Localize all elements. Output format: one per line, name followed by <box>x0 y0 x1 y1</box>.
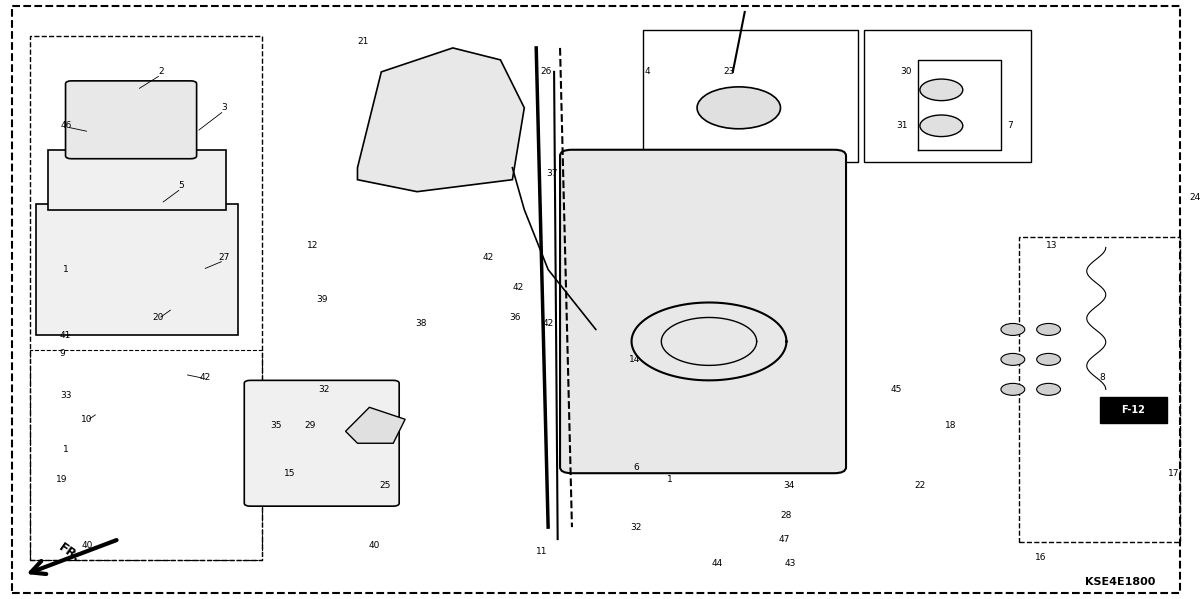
Text: 43: 43 <box>785 558 796 568</box>
Text: 34: 34 <box>784 480 794 490</box>
Text: 41: 41 <box>60 331 71 340</box>
Text: 12: 12 <box>306 241 318 250</box>
Text: KSE4E1800: KSE4E1800 <box>1086 577 1156 587</box>
Text: 37: 37 <box>546 169 558 179</box>
Text: 40: 40 <box>82 540 92 550</box>
Text: F-12: F-12 <box>1121 406 1145 415</box>
Text: 5: 5 <box>179 181 184 190</box>
Text: 21: 21 <box>358 37 370 47</box>
Text: 1: 1 <box>667 474 672 484</box>
Text: 45: 45 <box>890 385 901 394</box>
Text: 28: 28 <box>781 510 792 520</box>
Text: 1: 1 <box>62 444 68 454</box>
Text: 8: 8 <box>1099 373 1105 382</box>
Text: 9: 9 <box>59 349 65 358</box>
Text: 16: 16 <box>1034 552 1046 562</box>
Text: 13: 13 <box>1046 241 1058 250</box>
Circle shape <box>1001 353 1025 365</box>
Circle shape <box>1037 323 1061 335</box>
Polygon shape <box>358 48 524 192</box>
Text: 6: 6 <box>634 462 640 472</box>
Text: 2: 2 <box>158 67 163 77</box>
Text: 17: 17 <box>1168 468 1180 478</box>
Text: 22: 22 <box>914 480 925 490</box>
Text: 11: 11 <box>536 546 548 556</box>
Bar <box>1019 237 1180 542</box>
Text: 23: 23 <box>724 67 734 77</box>
Circle shape <box>1001 323 1025 335</box>
Text: 44: 44 <box>712 558 722 568</box>
Text: 29: 29 <box>304 420 316 430</box>
Text: 47: 47 <box>779 534 790 544</box>
Text: 33: 33 <box>60 391 71 400</box>
Text: 26: 26 <box>540 67 552 77</box>
Text: 42: 42 <box>482 253 494 262</box>
Text: 19: 19 <box>56 474 67 484</box>
Text: 20: 20 <box>152 313 164 322</box>
FancyBboxPatch shape <box>245 380 400 506</box>
Text: 24: 24 <box>1189 193 1200 202</box>
Text: 42: 42 <box>542 319 553 328</box>
Text: 14: 14 <box>630 355 641 364</box>
Text: 18: 18 <box>946 420 956 430</box>
Text: 35: 35 <box>271 420 282 430</box>
Polygon shape <box>346 407 406 443</box>
Circle shape <box>920 79 962 101</box>
Text: 27: 27 <box>218 253 229 262</box>
Text: 31: 31 <box>896 121 907 131</box>
FancyBboxPatch shape <box>1100 397 1166 423</box>
Text: 3: 3 <box>221 103 227 113</box>
Bar <box>36 204 239 335</box>
Text: 32: 32 <box>318 385 330 394</box>
Text: 42: 42 <box>199 373 210 382</box>
Text: 46: 46 <box>61 121 72 131</box>
Text: 15: 15 <box>284 468 295 478</box>
FancyBboxPatch shape <box>66 81 197 159</box>
Bar <box>30 350 262 560</box>
Text: 36: 36 <box>509 313 521 322</box>
Text: 1: 1 <box>62 265 68 274</box>
Text: 42: 42 <box>512 283 524 292</box>
Text: 4: 4 <box>644 67 650 77</box>
Bar <box>864 30 1031 162</box>
Circle shape <box>697 87 780 129</box>
Text: 30: 30 <box>900 67 911 77</box>
Circle shape <box>1037 383 1061 395</box>
Bar <box>643 30 858 162</box>
Bar <box>48 150 227 210</box>
Text: 32: 32 <box>631 522 642 532</box>
Circle shape <box>1037 353 1061 365</box>
Text: 40: 40 <box>368 540 380 550</box>
Text: 10: 10 <box>82 415 92 424</box>
FancyBboxPatch shape <box>560 150 846 473</box>
Circle shape <box>920 115 962 137</box>
Text: 7: 7 <box>1008 121 1013 131</box>
Circle shape <box>1001 383 1025 395</box>
Bar <box>30 36 262 560</box>
Text: 25: 25 <box>379 480 390 490</box>
Text: 39: 39 <box>316 295 328 304</box>
Text: FR.: FR. <box>56 541 83 565</box>
Text: 38: 38 <box>415 319 426 328</box>
